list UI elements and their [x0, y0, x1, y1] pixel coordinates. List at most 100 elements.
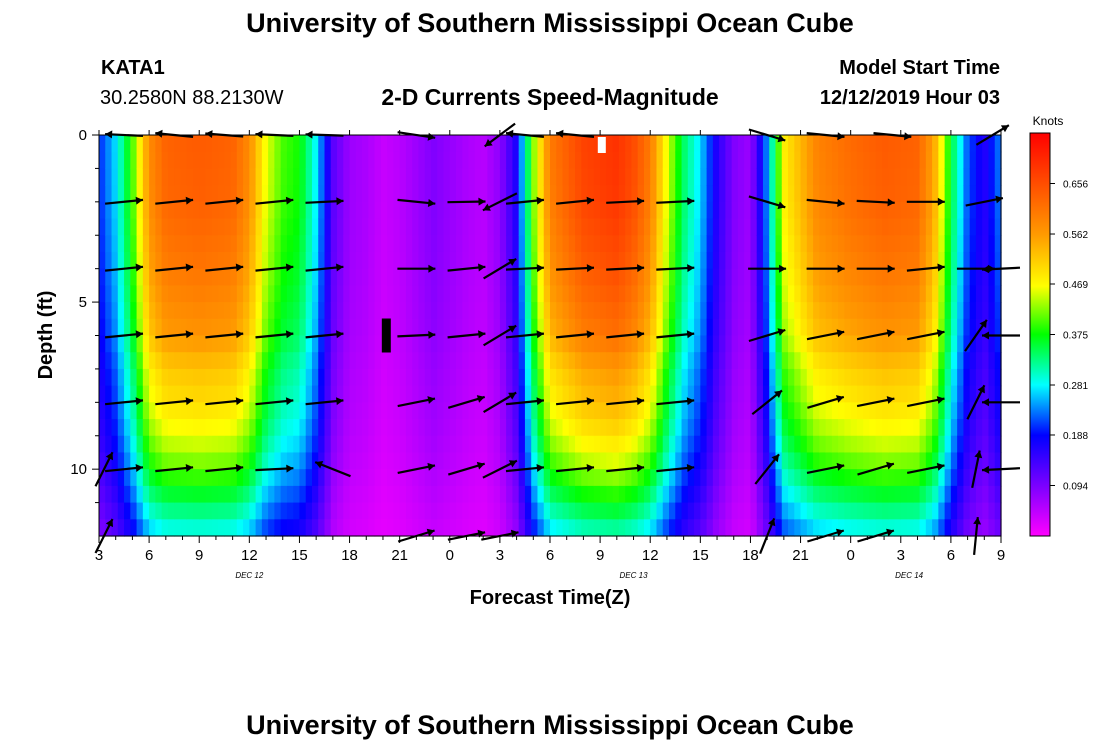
heatmap-cell	[919, 469, 927, 487]
heatmap-cell	[399, 268, 407, 286]
heatmap-cell	[142, 185, 150, 203]
heatmap-cell	[643, 352, 651, 370]
heatmap-cell	[900, 302, 908, 320]
heatmap-cell	[424, 135, 432, 153]
heatmap-cell	[675, 502, 683, 520]
heatmap-cell	[211, 285, 219, 303]
current-vector	[155, 330, 194, 339]
heatmap-cell	[769, 352, 777, 370]
heatmap-cell	[218, 135, 225, 153]
heatmap-cell	[681, 168, 689, 186]
current-vector	[555, 464, 595, 473]
heatmap-cell	[850, 435, 858, 454]
heatmap-cell	[468, 352, 476, 370]
current-vector	[205, 397, 244, 406]
heatmap-cell	[124, 251, 131, 270]
heatmap-cell	[938, 268, 946, 286]
heatmap-cell	[618, 135, 626, 153]
heatmap-cell	[543, 151, 551, 170]
heatmap-cell	[481, 168, 488, 186]
heatmap-cell	[975, 352, 983, 370]
heatmap-cell	[612, 285, 620, 303]
heatmap-cell	[932, 285, 939, 303]
heatmap-cell	[161, 485, 169, 504]
heatmap-cell	[850, 385, 858, 403]
heatmap-cell	[963, 151, 971, 170]
heatmap-cell	[618, 235, 626, 253]
heatmap-cell	[337, 452, 344, 470]
heatmap-cell	[274, 268, 282, 286]
heatmap-cell	[274, 185, 282, 203]
heatmap-cell	[669, 335, 676, 353]
heatmap-cell	[437, 469, 445, 487]
heatmap-cell	[631, 302, 639, 320]
heatmap-cell	[900, 368, 908, 387]
heatmap-cell	[506, 368, 514, 387]
heatmap-cell	[844, 419, 852, 437]
heatmap-cell	[205, 402, 213, 420]
heatmap-cell	[142, 385, 150, 403]
heatmap-cell	[794, 302, 802, 320]
heatmap-cell	[919, 335, 927, 353]
heatmap-cell	[424, 368, 432, 387]
heatmap-cell	[374, 168, 382, 186]
heatmap-cell	[299, 268, 307, 286]
heatmap-cell	[750, 385, 758, 403]
heatmap-cell	[618, 368, 626, 387]
heatmap-cell	[550, 502, 557, 520]
heatmap-cell	[355, 268, 363, 286]
heatmap-cell	[825, 168, 833, 186]
heatmap-cell	[261, 268, 269, 286]
heatmap-cell	[756, 502, 764, 520]
current-vector	[483, 257, 517, 280]
heatmap-cell	[318, 151, 326, 170]
heatmap-cell	[781, 285, 789, 303]
heatmap-cell	[982, 151, 990, 170]
heatmap-cell	[393, 469, 401, 487]
heatmap-cell	[982, 419, 990, 437]
heatmap-cell	[311, 151, 319, 170]
heatmap-cell	[481, 302, 488, 320]
heatmap-cell	[831, 452, 839, 470]
heatmap-cell	[199, 151, 207, 170]
heatmap-cell	[656, 469, 664, 487]
heatmap-cell	[869, 469, 877, 487]
heatmap-cell	[449, 502, 457, 520]
heatmap-cell	[957, 285, 965, 303]
heatmap-cell	[744, 419, 752, 437]
heatmap-cell	[769, 185, 777, 203]
heatmap-cell	[888, 135, 896, 153]
heatmap-cell	[681, 435, 689, 454]
heatmap-cell	[355, 385, 363, 403]
heatmap-cell	[612, 151, 620, 170]
heatmap-cell	[174, 485, 182, 504]
heatmap-cell	[99, 385, 106, 403]
heatmap-cell	[174, 268, 182, 286]
heatmap-cell	[844, 151, 852, 170]
heatmap-cell	[149, 302, 156, 320]
heatmap-cell	[224, 235, 232, 253]
heatmap-cell	[950, 268, 958, 286]
heatmap-cell	[900, 201, 908, 220]
heatmap-cell	[963, 185, 971, 203]
heatmap-cell	[268, 285, 275, 303]
current-vector	[906, 462, 945, 474]
heatmap-cell	[932, 519, 939, 537]
heatmap-cell	[875, 469, 883, 487]
heatmap-cell	[994, 452, 1002, 470]
heatmap-cell	[318, 268, 326, 286]
heatmap-cell	[600, 335, 607, 353]
heatmap-cell	[769, 218, 777, 236]
heatmap-cell	[117, 318, 125, 337]
heatmap-cell	[706, 335, 714, 353]
heatmap-cell	[575, 168, 582, 186]
heatmap-cell	[775, 469, 783, 487]
heatmap-cell	[487, 235, 495, 253]
heatmap-cell	[875, 502, 883, 520]
heatmap-cell	[731, 185, 739, 203]
heatmap-cell	[518, 302, 526, 320]
heatmap-cell	[167, 502, 175, 520]
heatmap-cell	[687, 485, 695, 504]
heatmap-cell	[318, 385, 326, 403]
heatmap-cell	[230, 335, 238, 353]
